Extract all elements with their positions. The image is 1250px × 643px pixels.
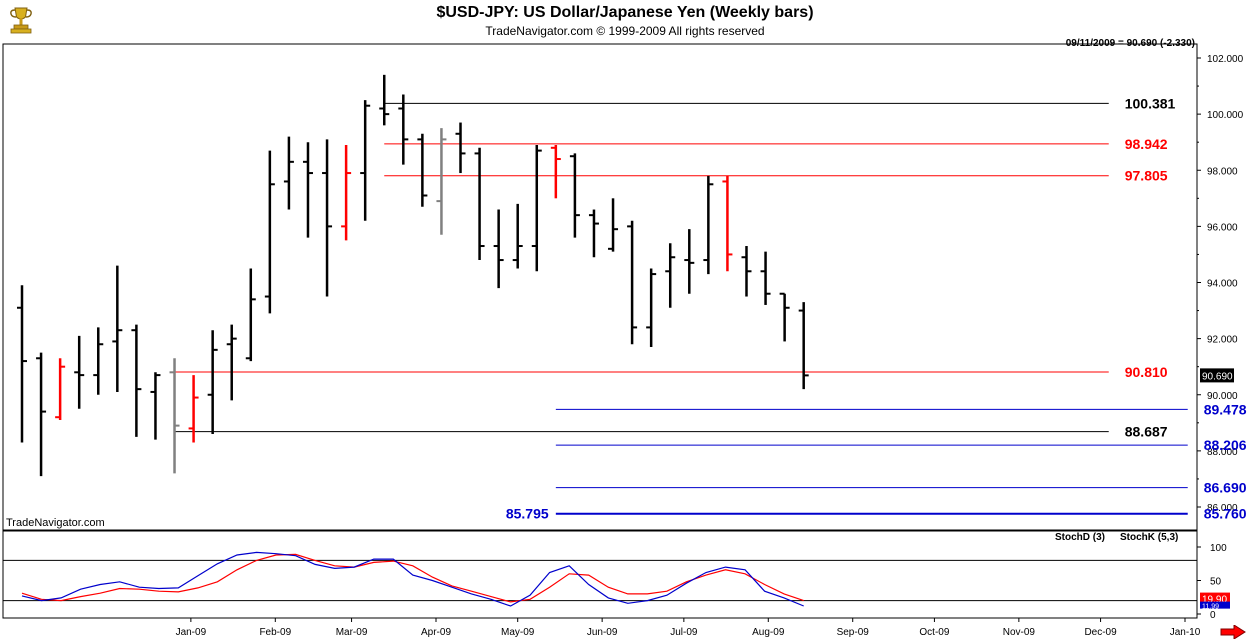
price-y-tick-label: 88.000	[1207, 447, 1238, 458]
level-label: 86.690	[1204, 480, 1247, 496]
price-y-tick-label: 86.000	[1207, 503, 1238, 514]
date-axis-label: Oct-09	[919, 627, 949, 638]
last-price-tag	[1200, 368, 1234, 383]
price-y-tick-label: 98.000	[1207, 166, 1238, 177]
scroll-right-arrow-icon[interactable]	[1220, 625, 1246, 639]
date-axis-label: Nov-09	[1003, 627, 1036, 638]
stoch-k-last-label: 11.99	[1202, 604, 1219, 611]
date-axis-label: Aug-09	[752, 627, 785, 638]
date-axis-label: Jul-09	[670, 627, 698, 638]
date-axis-label: May-09	[501, 627, 535, 638]
chart-title: $USD-JPY: US Dollar/Japanese Yen (Weekly…	[436, 4, 814, 21]
level-label: 97.805	[1125, 168, 1168, 184]
watermark: TradeNavigator.com	[6, 517, 105, 529]
stoch-k-line	[21, 551, 804, 607]
level-label-left: 85.795	[506, 506, 549, 522]
price-pane: 86.000 88.000 90.000 92.000 94.000 96.000 98.0…	[2, 43, 1247, 531]
level-label: 88.206	[1204, 437, 1247, 453]
level-label: 88.687	[1125, 424, 1168, 440]
date-axis: Jan-09 Feb-09 Mar-09 Apr-09 May-09 Jun-09 Jul-…	[3, 617, 1201, 638]
stoch-y-tick-label: 0	[1210, 610, 1216, 621]
stoch-d-line	[21, 553, 804, 603]
stoch-y-tick-label: 50	[1210, 577, 1222, 588]
stoch-d-last-tag	[1200, 592, 1230, 605]
chart-subtitle: TradeNavigator.com © 1999-2009 All right…	[485, 24, 765, 38]
level-label: 100.381	[1125, 95, 1176, 111]
date-axis-label: Jun-09	[587, 627, 618, 638]
date-axis-label: Mar-09	[336, 627, 368, 638]
price-y-tick-label: 96.000	[1207, 222, 1238, 233]
date-axis-label: Jan-10	[1170, 627, 1201, 638]
last-price-label: 90.690	[1202, 371, 1233, 382]
level-label: 90.810	[1125, 364, 1168, 380]
legend-stoch-k: StochK (5,3)	[1120, 532, 1179, 543]
date-axis-label: Jan-09	[176, 627, 207, 638]
level-label: 85.760	[1204, 506, 1247, 522]
level-label: 98.942	[1125, 136, 1168, 152]
stoch-k-last-tag	[1200, 601, 1230, 609]
stoch-d-last-label: 19.90	[1202, 595, 1227, 606]
trophy-logo-icon	[10, 7, 32, 34]
legend-stoch-d: StochD (3)	[1055, 532, 1105, 543]
last-close-readout: 09/11/2009 = 90.690 (-2.330)	[1065, 38, 1195, 49]
date-axis-label: Apr-09	[421, 627, 451, 638]
date-axis-label: Sep-09	[837, 627, 870, 638]
level-label: 89.478	[1204, 401, 1247, 417]
price-y-tick-label: 102.000	[1207, 54, 1244, 65]
price-pane-frame	[2, 43, 1198, 531]
stoch-y-tick-label: 100	[1210, 543, 1227, 554]
date-axis-label: Dec-09	[1084, 627, 1117, 638]
price-y-tick-label: 100.000	[1207, 110, 1244, 121]
price-y-tick-label: 90.000	[1207, 391, 1238, 402]
price-y-tick-label: 94.000	[1207, 279, 1238, 290]
price-y-tick-label: 92.000	[1207, 335, 1238, 346]
date-axis-label: Feb-09	[259, 627, 291, 638]
